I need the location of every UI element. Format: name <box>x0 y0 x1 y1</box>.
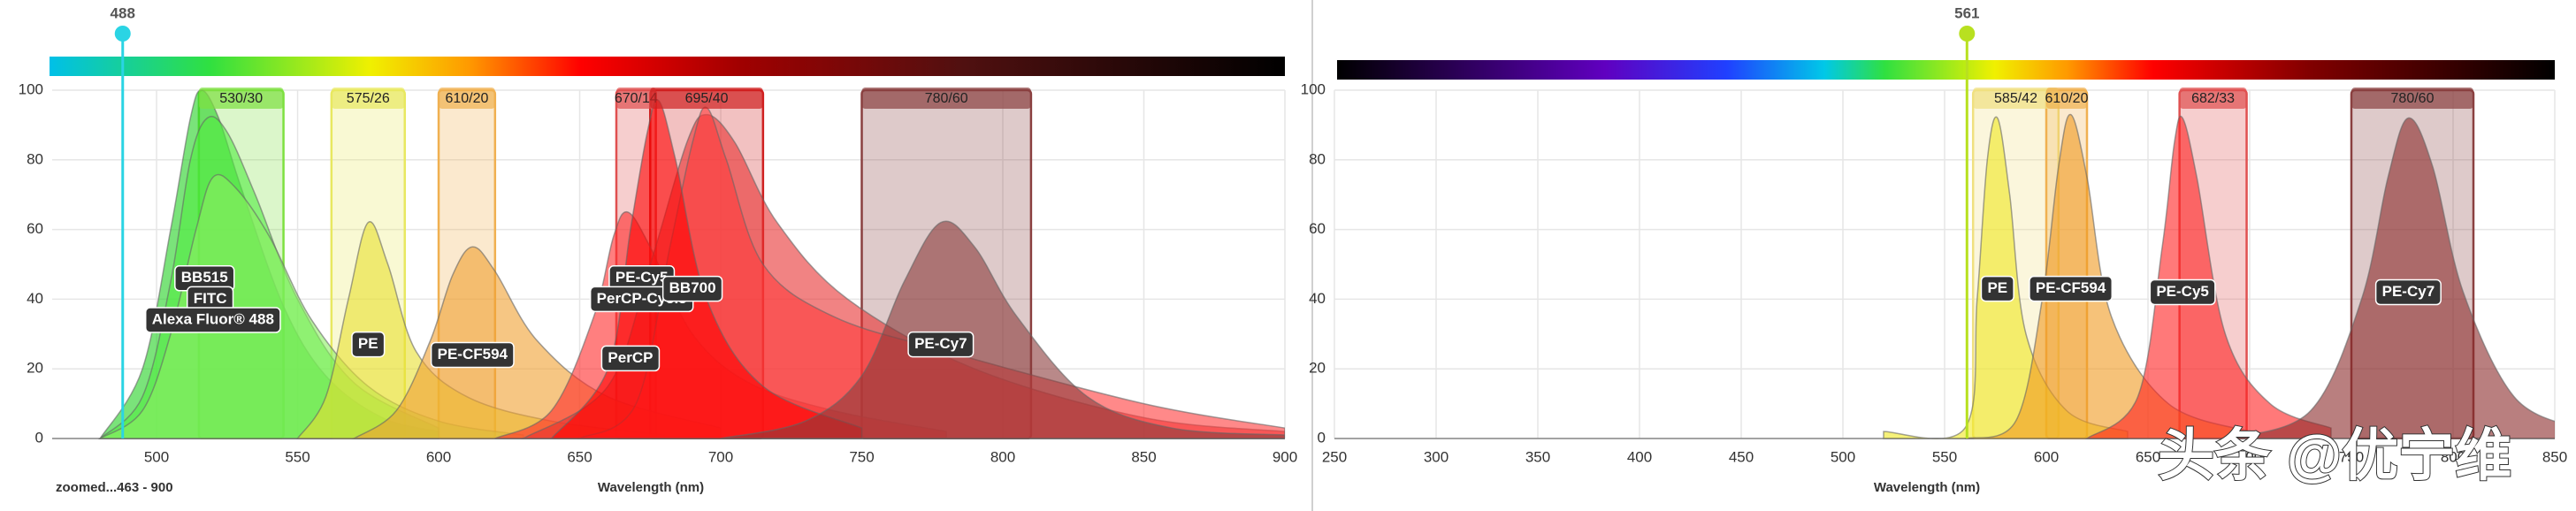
x-tick-label: 600 <box>426 448 451 465</box>
dye-label: PE-Cy5 <box>2156 283 2209 300</box>
x-tick-label: 700 <box>2237 448 2262 465</box>
filter-label-box <box>2351 88 2473 109</box>
x-tick-label: 900 <box>1273 448 1297 465</box>
filter-label: 610/20 <box>2045 91 2089 106</box>
x-tick-label: 750 <box>849 448 874 465</box>
laser-marker <box>114 26 131 42</box>
y-tick-label: 80 <box>1309 150 1326 167</box>
x-tick-label: 850 <box>2542 448 2567 465</box>
filter-label: 575/26 <box>347 91 390 106</box>
dye-label-box <box>1980 275 2014 302</box>
dye-label-box <box>661 275 723 302</box>
filter-label: 670/14 <box>615 91 658 106</box>
x-tick-label: 850 <box>1131 448 1156 465</box>
zoom-note: zoomed...463 - 900 <box>56 480 173 495</box>
y-tick-label: 40 <box>1309 290 1326 307</box>
dye-label-box <box>351 331 386 358</box>
x-tick-label: 500 <box>144 448 169 465</box>
dye-label: PE-CF594 <box>2036 279 2106 296</box>
spectrum-chart: 0 20 40 60 80 100 250 300 350 400 450 500 550 600 650 7… <box>1301 4 2568 495</box>
filter-label-box <box>650 88 763 109</box>
laser-marker <box>1959 26 1976 42</box>
dye-label: PE-Cy5 <box>615 269 669 286</box>
emission-spectrum <box>720 220 1285 439</box>
y-tick-label: 20 <box>27 360 43 377</box>
plot-area <box>97 88 1285 439</box>
spectrum-bar <box>50 57 1285 76</box>
dye-label: Alexa Fluor® 488 <box>152 311 274 328</box>
filter-label-box <box>198 88 284 109</box>
spectrum-bar <box>1337 60 2555 80</box>
filter-label-box <box>861 88 1031 109</box>
filter-label: 780/60 <box>925 91 968 106</box>
filter-label: 682/33 <box>2191 91 2235 106</box>
dye-label-box <box>430 341 515 369</box>
x-tick-label: 700 <box>708 448 733 465</box>
x-tick-label: 300 <box>1424 448 1449 465</box>
y-tick-label: 40 <box>27 290 43 307</box>
x-tick-label: 800 <box>2441 448 2465 465</box>
dye-label-box <box>600 345 661 372</box>
x-tick-label: 400 <box>1627 448 1652 465</box>
x-axis-title: Wavelength (nm) <box>598 480 704 495</box>
filter-label-box <box>615 88 656 109</box>
y-tick-label: 60 <box>27 220 43 237</box>
dye-label-box <box>144 307 281 333</box>
filter-label-box <box>331 88 405 109</box>
filter-label-box <box>2046 88 2087 109</box>
filter-label: 585/42 <box>1994 91 2037 106</box>
laser-label: 561 <box>1954 4 1979 21</box>
emission-spectrum <box>2084 115 2332 439</box>
filter-label-box <box>2179 88 2247 109</box>
filter-label: 695/40 <box>685 91 729 106</box>
filter-label: 530/30 <box>219 91 263 106</box>
y-tick-label: 60 <box>1309 220 1326 237</box>
y-tick-label: 80 <box>27 150 43 167</box>
dye-label-box <box>907 331 975 358</box>
dye-label: BB515 <box>181 269 228 286</box>
dye-label-box <box>2029 275 2114 302</box>
dye-label: PE-Cy7 <box>914 335 967 352</box>
watermark: 头条 @优宁维 <box>2158 423 2511 487</box>
filter-label-box <box>1973 88 2059 109</box>
x-tick-label: 450 <box>1729 448 1754 465</box>
dye-label: BB700 <box>669 279 716 296</box>
filter-label-box <box>439 88 495 109</box>
x-tick-label: 800 <box>990 448 1015 465</box>
x-tick-label: 350 <box>1525 448 1550 465</box>
y-tick-label: 0 <box>1318 429 1326 446</box>
dye-label: PE <box>358 335 378 352</box>
dye-label: FITC <box>194 290 227 307</box>
y-tick-label: 100 <box>19 80 43 97</box>
filter-label: 780/60 <box>2391 91 2435 106</box>
y-tick-label: 20 <box>1309 360 1326 377</box>
filter-label: 610/20 <box>445 91 488 106</box>
laser-label: 488 <box>111 4 135 21</box>
dye-label: PerCP <box>608 349 653 366</box>
x-tick-label: 550 <box>1932 448 1957 465</box>
dye-label: PE <box>1987 279 2007 296</box>
spectrum-chart: 0 20 40 60 80 100 500 550 600 650 700 750 800 850 900 W… <box>19 4 1298 494</box>
x-tick-label: 750 <box>2339 448 2364 465</box>
x-tick-label: 550 <box>285 448 310 465</box>
dye-label-box <box>2149 278 2216 306</box>
dye-label: PE-CF594 <box>438 346 508 362</box>
y-tick-label: 100 <box>1301 80 1326 97</box>
y-tick-label: 0 <box>35 429 43 446</box>
x-tick-label: 650 <box>567 448 592 465</box>
x-tick-label: 650 <box>2136 448 2160 465</box>
dye-label-box <box>2374 278 2442 306</box>
x-axis-title: Wavelength (nm) <box>1874 480 1980 495</box>
x-tick-label: 250 <box>1322 448 1347 465</box>
emission-spectrum <box>2228 117 2555 439</box>
x-tick-label: 600 <box>2034 448 2059 465</box>
dye-label: PE-Cy7 <box>2382 283 2435 300</box>
plot-area <box>1883 88 2555 439</box>
x-tick-label: 500 <box>1831 448 1855 465</box>
